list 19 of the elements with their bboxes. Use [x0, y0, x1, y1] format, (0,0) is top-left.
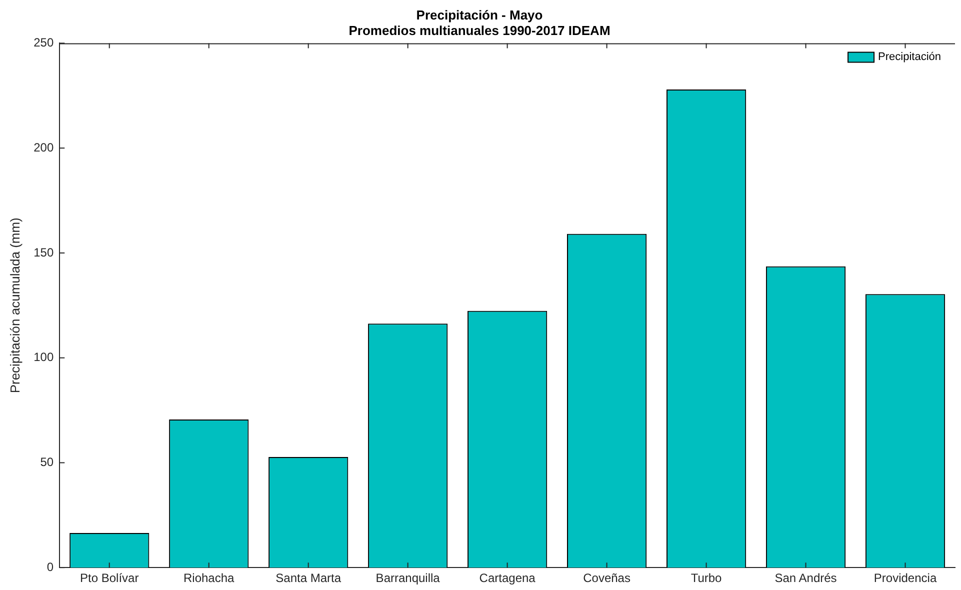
y-tick-label: 150	[34, 245, 54, 260]
chart-title: Precipitación - Mayo	[416, 7, 543, 22]
y-axis-title: Precipitación acumulada (mm)	[7, 218, 22, 394]
x-tick-label: Turbo	[690, 571, 722, 586]
x-tick-label: Barranquilla	[376, 571, 440, 586]
x-tick-label: Pto Bolívar	[80, 571, 139, 586]
y-tick-label: 100	[34, 350, 54, 364]
x-tick-label: Santa Marta	[276, 571, 342, 586]
x-tick-label: Providencia	[874, 571, 937, 586]
y-tick-label: 200	[34, 140, 54, 154]
y-tick-label: 250	[34, 36, 54, 50]
x-tick-label: Coveñas	[583, 571, 630, 586]
x-tick-label: San Andrés	[774, 571, 837, 586]
x-tick-label: Riohacha	[184, 571, 235, 586]
y-tick-label: 0	[46, 560, 54, 574]
legend-label: Precipitación	[878, 51, 942, 64]
x-tick-label: Cartagena	[479, 571, 536, 586]
y-tick-label: 50	[40, 455, 54, 470]
chart-subtitle: Promedios multianuales 1990-2017 IDEAM	[348, 22, 610, 38]
